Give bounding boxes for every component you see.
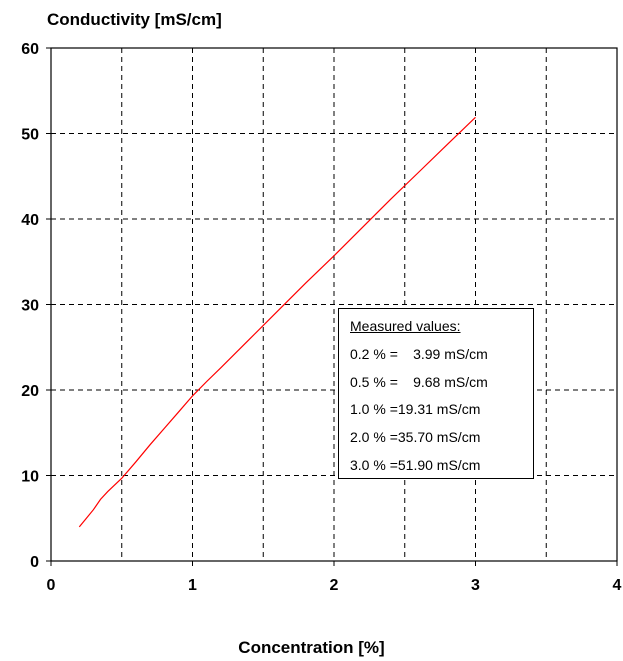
legend-entry-value: 3.99 mS/cm [413, 346, 488, 362]
legend-entry-value: 35.70 mS/cm [397, 429, 481, 445]
y-tick-label: 60 [21, 41, 39, 58]
x-tick-label: 2 [330, 577, 339, 594]
legend-entry-value: 19.31 mS/cm [397, 401, 481, 417]
legend-title: Measured values: [350, 318, 461, 334]
legend-entry: 0.2 % = 3.99 mS/cm [350, 346, 488, 362]
x-tick-label: 0 [47, 577, 56, 594]
x-tick-label: 4 [613, 577, 622, 594]
legend-entry: 1.0 % =19.31 mS/cm [350, 401, 480, 417]
legend-entry-value: 51.90 mS/cm [397, 457, 481, 473]
series-line [78, 116, 476, 528]
y-tick-label: 50 [21, 127, 39, 144]
legend-entry-conc: 1.0 % = [350, 401, 398, 417]
y-tick-label: 10 [21, 469, 39, 486]
legend-entry: 2.0 % =35.70 mS/cm [350, 429, 480, 445]
x-tick-label: 1 [188, 577, 197, 594]
legend-entry-conc: 0.5 % = [350, 374, 398, 390]
legend-entry: 0.5 % = 9.68 mS/cm [350, 374, 488, 390]
y-axis-label: Conductivity [mS/cm] [47, 10, 222, 29]
legend: Measured values: 0.2 % = 3.99 mS/cm 0.5 … [338, 308, 534, 479]
legend-entry-conc: 2.0 % = [350, 429, 398, 445]
legend-entry-conc: 3.0 % = [350, 457, 398, 473]
y-tick-label: 20 [21, 383, 39, 400]
x-axis-label: Concentration [%] [238, 638, 385, 657]
legend-entry-conc: 0.2 % = [350, 346, 398, 362]
legend-entry-value: 9.68 mS/cm [413, 374, 488, 390]
y-tick-label: 30 [21, 298, 39, 315]
x-tick-label: 3 [471, 577, 480, 594]
y-tick-label: 40 [21, 212, 39, 229]
y-tick-label: 0 [30, 554, 39, 571]
legend-entry: 3.0 % =51.90 mS/cm [350, 457, 480, 473]
